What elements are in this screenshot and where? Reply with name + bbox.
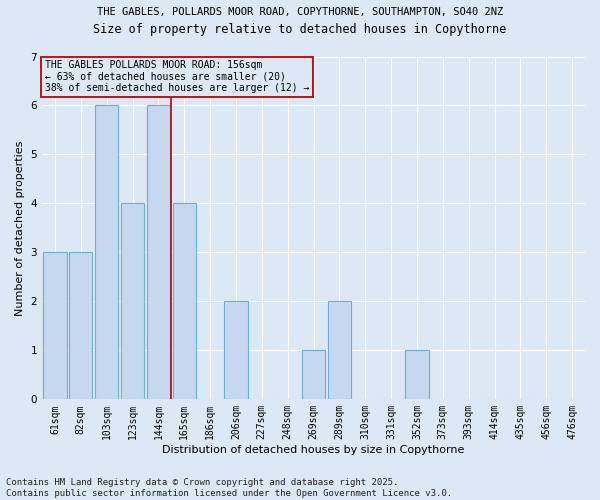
Bar: [43, 252, 67, 400]
Bar: [406, 350, 428, 400]
Text: THE GABLES POLLARDS MOOR ROAD: 156sqm
← 63% of detached houses are smaller (20)
: THE GABLES POLLARDS MOOR ROAD: 156sqm ← …: [45, 60, 309, 93]
Bar: [147, 106, 170, 400]
Bar: [121, 204, 144, 400]
Y-axis label: Number of detached properties: Number of detached properties: [15, 140, 25, 316]
Text: Size of property relative to detached houses in Copythorne: Size of property relative to detached ho…: [94, 22, 506, 36]
Bar: [69, 252, 92, 400]
X-axis label: Distribution of detached houses by size in Copythorne: Distribution of detached houses by size …: [163, 445, 465, 455]
Bar: [328, 302, 351, 400]
Bar: [173, 204, 196, 400]
Bar: [302, 350, 325, 400]
Text: THE GABLES, POLLARDS MOOR ROAD, COPYTHORNE, SOUTHAMPTON, SO40 2NZ: THE GABLES, POLLARDS MOOR ROAD, COPYTHOR…: [97, 8, 503, 18]
Bar: [224, 302, 248, 400]
Text: Contains HM Land Registry data © Crown copyright and database right 2025.
Contai: Contains HM Land Registry data © Crown c…: [6, 478, 452, 498]
Bar: [95, 106, 118, 400]
